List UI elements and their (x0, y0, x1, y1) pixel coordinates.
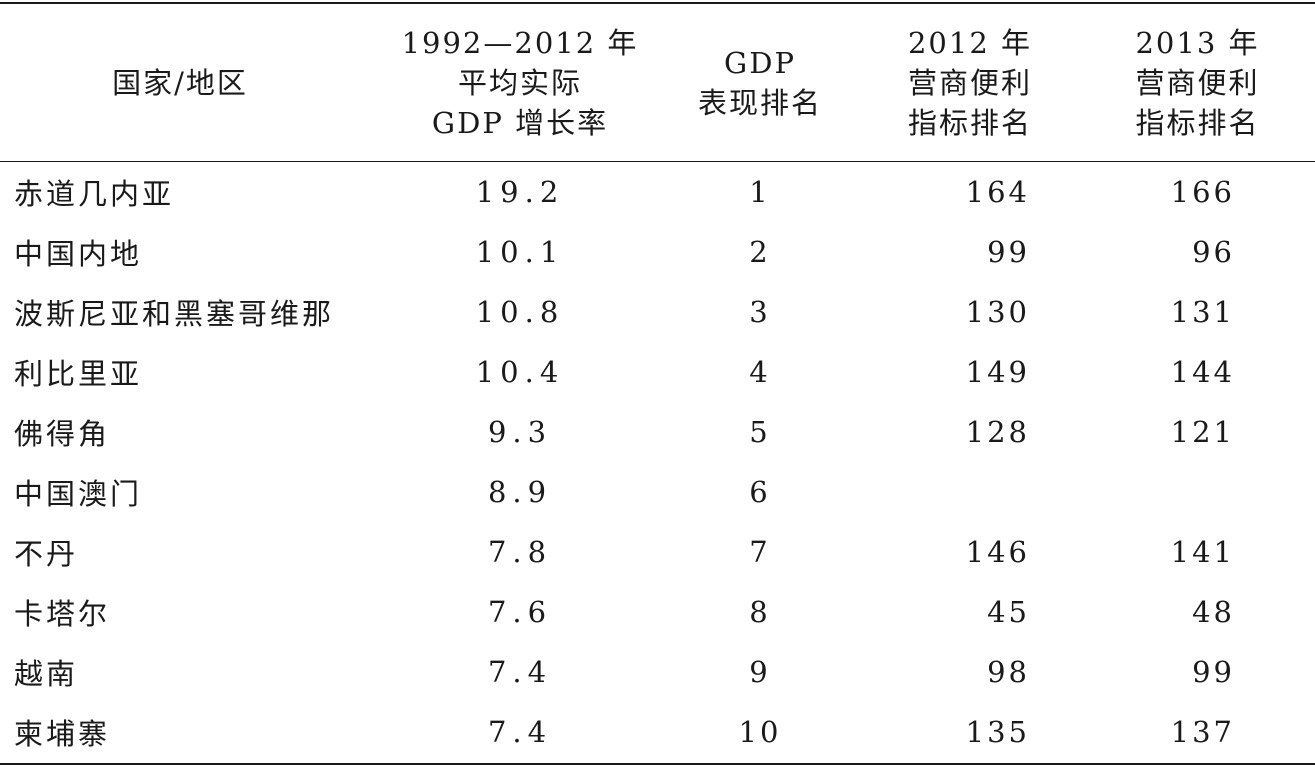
cell-ease-2013: 141 (1170, 535, 1235, 569)
header-line: 营商便利 (1135, 65, 1260, 100)
cell-ease-2012: 45 (987, 595, 1030, 629)
header-line: 表现排名 (697, 85, 822, 120)
header-line: 营商便利 (907, 65, 1032, 100)
header-ease-2012: 2012 年 营商便利 指标排名 (860, 4, 1080, 161)
cell-growth: 7.4 (487, 715, 553, 749)
cell-gdp-rank: 1 (749, 175, 771, 209)
cell-ease-2013 (1080, 462, 1235, 522)
header-line: GDP (724, 45, 796, 80)
cell-ease-2012: 99 (987, 235, 1030, 269)
table-row: 越南 7.4 9 98 99 (0, 642, 1315, 702)
cell-growth: 10.1 (475, 235, 565, 269)
cell-country: 不丹 (14, 537, 79, 571)
cell-ease-2012: 98 (987, 655, 1030, 689)
cell-gdp-rank: 4 (749, 355, 771, 389)
cell-growth: 9.3 (487, 415, 553, 449)
cell-country: 中国内地 (14, 237, 143, 271)
header-ease-2013: 2013 年 营商便利 指标排名 (1080, 4, 1315, 161)
header-line: 1992—2012 年 (401, 25, 639, 60)
cell-ease-2012: 146 (965, 535, 1030, 569)
cell-growth: 7.4 (487, 655, 553, 689)
cell-ease-2013: 137 (1170, 715, 1235, 749)
cell-ease-2012: 149 (965, 355, 1030, 389)
cell-growth: 10.4 (475, 355, 565, 389)
cell-country: 越南 (14, 657, 79, 691)
table-row: 中国澳门 8.9 6 (0, 462, 1315, 522)
cell-gdp-rank: 3 (749, 295, 771, 329)
cell-ease-2013: 144 (1170, 355, 1235, 389)
cell-gdp-rank: 9 (749, 655, 771, 689)
header-average-gdp-growth: 1992—2012 年 平均实际 GDP 增长率 (380, 4, 660, 161)
table-row: 不丹 7.8 7 146 141 (0, 522, 1315, 582)
cell-country: 佛得角 (14, 417, 111, 451)
header-line: 2013 年 (1135, 25, 1260, 60)
table-header: 国家/地区 1992—2012 年 平均实际 GDP 增长率 GDP 表现排名 … (0, 4, 1315, 161)
header-line: 国家/地区 (112, 65, 248, 100)
cell-country: 柬埔寨 (14, 717, 111, 751)
header-line: GDP 增长率 (431, 105, 609, 140)
table-top-rule (0, 2, 1315, 4)
cell-gdp-rank: 6 (749, 475, 771, 509)
table-row: 中国内地 10.1 2 99 96 (0, 222, 1315, 282)
cell-country: 中国澳门 (14, 477, 143, 511)
cell-gdp-rank: 2 (749, 235, 771, 269)
cell-growth: 10.8 (475, 295, 565, 329)
cell-growth: 7.8 (487, 535, 553, 569)
cell-country: 利比里亚 (14, 357, 143, 391)
cell-ease-2013: 48 (1192, 595, 1235, 629)
cell-ease-2012: 128 (965, 415, 1030, 449)
table-row: 利比里亚 10.4 4 149 144 (0, 342, 1315, 402)
table-row: 赤道几内亚 19.2 1 164 166 (0, 162, 1315, 222)
cell-country: 卡塔尔 (14, 597, 111, 631)
cell-ease-2013: 166 (1170, 175, 1235, 209)
table-bottom-rule (0, 763, 1315, 765)
header-gdp-rank: GDP 表现排名 (660, 4, 860, 161)
cell-gdp-rank: 8 (749, 595, 771, 629)
header-country-region: 国家/地区 (60, 4, 300, 161)
cell-gdp-rank: 7 (749, 535, 771, 569)
header-line: 指标排名 (907, 105, 1032, 140)
cell-growth: 8.9 (487, 475, 553, 509)
cell-ease-2013: 121 (1170, 415, 1235, 449)
table-row: 卡塔尔 7.6 8 45 48 (0, 582, 1315, 642)
cell-growth: 19.2 (475, 175, 565, 209)
cell-ease-2012: 164 (965, 175, 1030, 209)
table-body: 赤道几内亚 19.2 1 164 166 中国内地 10.1 2 99 96 波… (0, 162, 1315, 762)
cell-gdp-rank: 10 (738, 715, 782, 749)
table-row: 佛得角 9.3 5 128 121 (0, 402, 1315, 462)
table-row: 波斯尼亚和黑塞哥维那 10.8 3 130 131 (0, 282, 1315, 342)
table-row: 柬埔寨 7.4 10 135 137 (0, 702, 1315, 762)
cell-country: 波斯尼亚和黑塞哥维那 (14, 297, 335, 331)
header-line: 2012 年 (907, 25, 1033, 60)
cell-gdp-rank: 5 (749, 415, 771, 449)
header-line: 指标排名 (1135, 105, 1260, 140)
header-line: 平均实际 (457, 65, 582, 100)
cell-ease-2012: 130 (965, 295, 1030, 329)
table-header-rule (0, 161, 1315, 162)
cell-ease-2013: 96 (1192, 235, 1235, 269)
cell-ease-2012 (860, 462, 1030, 522)
cell-ease-2012: 135 (965, 715, 1030, 749)
cell-ease-2013: 99 (1192, 655, 1235, 689)
cell-ease-2013: 131 (1170, 295, 1235, 329)
cell-country: 赤道几内亚 (14, 177, 175, 211)
cell-growth: 7.6 (487, 595, 553, 629)
